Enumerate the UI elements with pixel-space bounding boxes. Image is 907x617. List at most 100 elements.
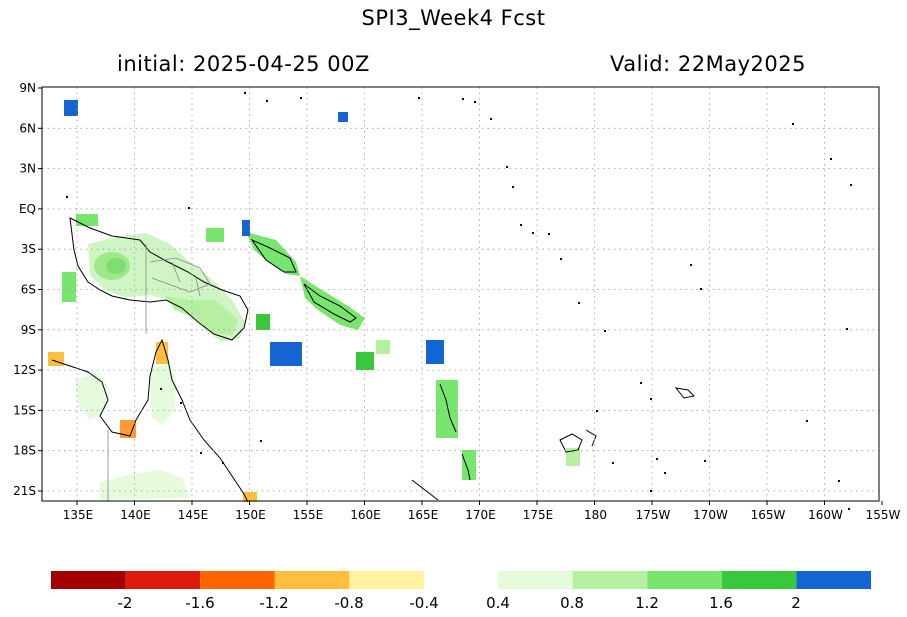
- island-dots-layer: [66, 92, 852, 510]
- island-dot: [640, 382, 642, 384]
- shade-solomons: [300, 276, 365, 330]
- shade-solomon-east: [376, 340, 390, 354]
- island-dot: [300, 97, 302, 99]
- island-dot: [520, 224, 522, 226]
- lon-axis: 135E 140E 145E 150E 155E 160E 165E 170E 175E 180 1…: [63, 501, 901, 522]
- colorbar-label: 0.8: [560, 594, 584, 612]
- shade-caroline: [338, 112, 348, 122]
- shade-fiji: [566, 448, 580, 466]
- island-dot: [260, 440, 262, 442]
- lat-tick-label: 9N: [19, 81, 36, 95]
- initial-time-label: initial: 2025-04-25 00Z: [117, 52, 370, 76]
- colorbar-label: -0.4: [409, 594, 438, 612]
- coast-samoa: [674, 387, 696, 399]
- lat-tick-label: 3S: [21, 242, 36, 256]
- coastline-layer: [51, 217, 696, 503]
- island-dot: [244, 92, 246, 94]
- colorbar-label: -1.6: [185, 594, 214, 612]
- colorbar-positive-segment: [721, 571, 797, 589]
- coast-australia: [51, 338, 249, 503]
- island-dot: [848, 508, 850, 510]
- colorbar-negative-segment: [274, 571, 350, 589]
- shade-aus-south: [100, 470, 190, 500]
- lat-tick-label: 6S: [21, 283, 36, 297]
- island-dot: [474, 101, 476, 103]
- island-dot: [418, 97, 420, 99]
- shade-palau: [64, 100, 78, 116]
- island-dot: [806, 420, 808, 422]
- colorbar-positive-segment: [647, 571, 722, 589]
- island-dot: [850, 184, 852, 186]
- island-dot: [462, 98, 464, 100]
- colorbar-label: -0.8: [334, 594, 363, 612]
- island-dot: [690, 264, 692, 266]
- island-dot: [490, 118, 492, 120]
- shade-torres-orange: [156, 342, 168, 364]
- colorbar-negative-segment: [349, 571, 424, 589]
- island-dot: [222, 462, 224, 464]
- island-dot: [506, 166, 508, 168]
- island-dot: [704, 460, 706, 462]
- shade-new-ireland-n: [206, 228, 224, 242]
- colorbar-negative-segment: [51, 571, 126, 589]
- lon-tick-label: 135E: [63, 508, 94, 522]
- island-dot: [650, 398, 652, 400]
- shade-ng-east: [165, 296, 238, 336]
- shade-admiralty: [76, 214, 98, 226]
- island-dot: [650, 490, 652, 492]
- colorbar-label: -2: [118, 594, 133, 612]
- shade-vanuatu-blue: [426, 340, 444, 364]
- lon-tick-label: 155E: [293, 508, 324, 522]
- lat-tick-label: 18S: [13, 444, 36, 458]
- coast-new-britain: [250, 238, 297, 273]
- colorbar: -2 -1.6 -1.2 -0.8 -0.4 0.4 0.8 1.2 1.6 2: [51, 571, 871, 612]
- lat-tick-label: 3N: [19, 162, 36, 176]
- island-dot: [532, 232, 534, 234]
- shade-west-ng: [62, 272, 76, 302]
- shade-aus-yellow: [243, 492, 257, 502]
- border-png-provinces: [149, 257, 211, 297]
- coast-solomons: [303, 283, 357, 323]
- chart-title: SPI3_Week4 Fcst: [361, 6, 546, 30]
- lat-tick-label: 6N: [19, 121, 36, 135]
- island-dot: [838, 480, 840, 482]
- coast-fiji: [559, 429, 597, 453]
- lat-lon-grid: [42, 87, 879, 501]
- shade-bougainville: [256, 314, 270, 330]
- shade-vanuatu-2: [462, 450, 476, 480]
- lat-axis: 9N 6N 3N EQ 3S 6S 9S 12S 15S 18S 21S: [13, 81, 42, 498]
- map-frame: [41, 86, 880, 502]
- shade-manus: [242, 220, 250, 236]
- lon-tick-label: 175W: [636, 508, 671, 522]
- colorbar-positive-segment: [498, 571, 573, 589]
- shade-cape-york-orange: [120, 420, 136, 438]
- island-dot: [560, 258, 562, 260]
- lat-tick-label: 12S: [13, 363, 36, 377]
- lon-tick-label: 145E: [178, 508, 209, 522]
- lon-tick-label: 175E: [523, 508, 554, 522]
- lon-tick-label: 165W: [751, 508, 786, 522]
- colorbar-label: 2: [791, 594, 801, 612]
- island-dot: [512, 186, 514, 188]
- island-dot: [188, 207, 190, 209]
- coast-new-caledonia: [411, 479, 439, 501]
- lat-tick-label: 15S: [13, 403, 36, 417]
- island-dot: [578, 302, 580, 304]
- lon-tick-label: 170E: [465, 508, 496, 522]
- colorbar-negative-segment: [200, 571, 275, 589]
- island-dot: [160, 388, 162, 390]
- island-dot: [664, 472, 666, 474]
- shade-solomon-blue: [270, 342, 302, 366]
- valid-time-label: Valid: 22May2025: [610, 52, 806, 76]
- island-dot: [612, 462, 614, 464]
- shade-santa-cruz: [356, 352, 374, 370]
- lat-tick-label: EQ: [19, 202, 36, 216]
- colorbar-label: 1.6: [709, 594, 733, 612]
- shade-coral: [150, 360, 176, 425]
- colorbar-label: 0.4: [486, 594, 510, 612]
- lon-tick-label: 140E: [120, 508, 151, 522]
- lon-tick-label: 155W: [866, 508, 901, 522]
- lon-tick-label: 150E: [235, 508, 266, 522]
- shade-gulf-yellow: [48, 352, 64, 366]
